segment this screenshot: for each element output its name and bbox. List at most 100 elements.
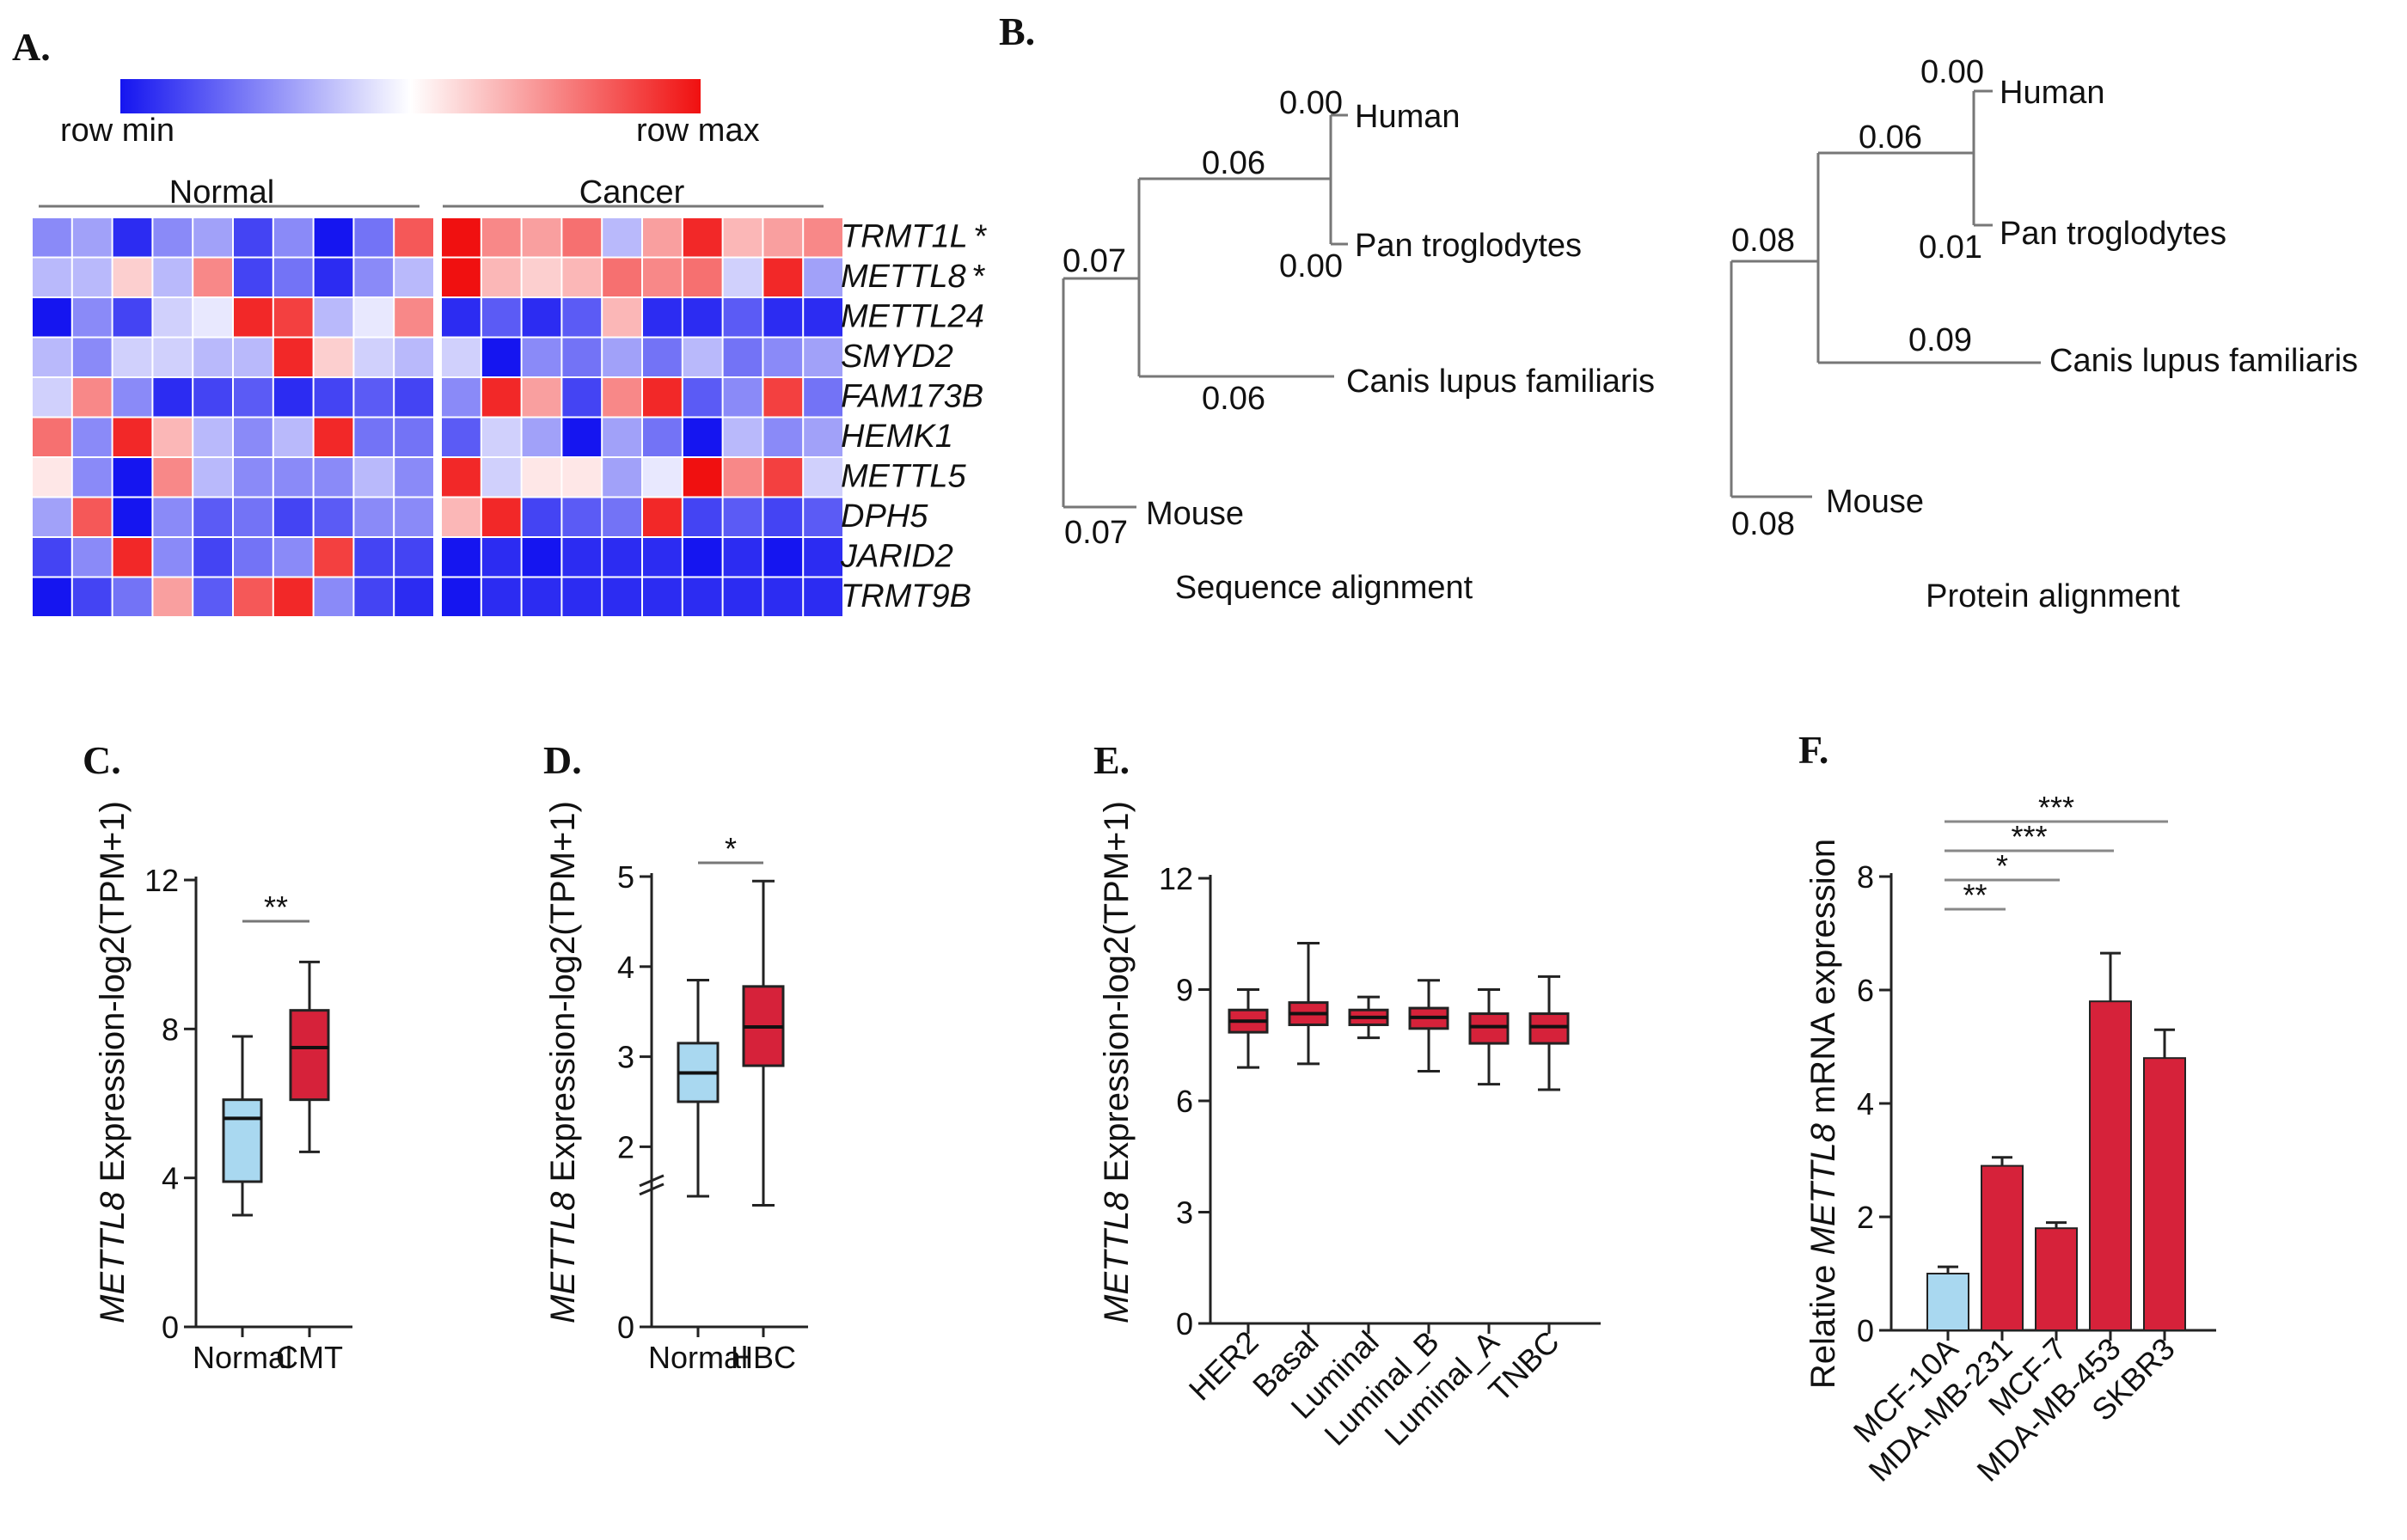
heatmap-cell bbox=[603, 338, 641, 376]
y-tick-label: 3 bbox=[617, 1040, 634, 1075]
heatmap-cell bbox=[273, 578, 313, 616]
y-tick-label: 2 bbox=[617, 1129, 634, 1164]
heatmap-cell bbox=[234, 258, 273, 296]
heatmap-cell bbox=[113, 538, 152, 577]
heatmap-cell bbox=[763, 338, 803, 376]
heatmap-cell bbox=[153, 258, 193, 296]
heatmap-cell bbox=[33, 298, 71, 337]
colorbar bbox=[120, 79, 701, 113]
y-tick-label: 0 bbox=[1857, 1313, 1874, 1348]
x-tick-label: HER2 bbox=[1182, 1324, 1265, 1408]
heatmap-cell bbox=[603, 458, 641, 497]
heatmap-cell bbox=[113, 218, 152, 257]
heatmap-cell bbox=[113, 498, 152, 536]
panel-d: D. METTL8 Expression-log2(TPM+1) 0 2 3 4 5 No… bbox=[543, 738, 808, 1375]
heatmap-cell bbox=[234, 298, 273, 337]
heatmap-cell bbox=[603, 418, 641, 456]
tree-branch-value: 0.06 bbox=[1859, 119, 1922, 156]
panel-f-y-axis-title: Relative METTL8 mRNA expression bbox=[1804, 839, 1842, 1389]
heatmap-cell bbox=[481, 578, 521, 616]
heatmap-cell bbox=[522, 218, 561, 257]
heatmap-cell bbox=[804, 498, 842, 536]
tree-branch-value: 0.00 bbox=[1920, 54, 1984, 90]
panel-d-label: D. bbox=[543, 738, 582, 782]
heatmap-cell bbox=[481, 258, 521, 296]
heatmap-cell bbox=[234, 218, 273, 257]
heatmap-cell bbox=[33, 338, 71, 376]
x-tick-label: TNBC bbox=[1481, 1324, 1565, 1409]
significance-mark: * bbox=[975, 218, 988, 254]
tree-branch-value: 0.00 bbox=[1279, 85, 1343, 121]
heatmap-cell bbox=[153, 298, 193, 337]
panel-b-label: B. bbox=[999, 9, 1035, 53]
heatmap-cell bbox=[354, 458, 394, 497]
heatmap-cell bbox=[33, 578, 71, 616]
heatmap-cell bbox=[804, 258, 842, 296]
heatmap-cell bbox=[804, 298, 842, 337]
heatmap-cell bbox=[113, 298, 152, 337]
y-tick-label: 8 bbox=[162, 1011, 179, 1047]
panel-f-barchart: 02468MCF-10AMDA-MB-231MCF-7MDA-MB-453SKB… bbox=[1847, 790, 2216, 1488]
heatmap-cell bbox=[442, 458, 481, 497]
tree-leaf-label: Mouse bbox=[1146, 496, 1244, 532]
heatmap-row-label: SMYD2 bbox=[841, 339, 953, 375]
heatmap-cell bbox=[522, 458, 561, 497]
heatmap-cell bbox=[723, 498, 763, 536]
heatmap-cell bbox=[193, 418, 232, 456]
significance-mark: * bbox=[973, 259, 986, 295]
heatmap-cell bbox=[273, 498, 313, 536]
heatmap-cell bbox=[683, 498, 722, 536]
heatmap-cell bbox=[113, 258, 152, 296]
heatmap-cell bbox=[562, 218, 602, 257]
heatmap-cell bbox=[113, 578, 152, 616]
tree-leaf-label: Canis lupus familiaris bbox=[1346, 364, 1655, 400]
heatmap-cell bbox=[562, 338, 602, 376]
panel-e: E. METTL8 Expression-log2(TPM+1) 0 3 6 9 12 H… bbox=[1093, 738, 1601, 1452]
y-tick-label: 0 bbox=[617, 1310, 634, 1345]
y-tick-label: 2 bbox=[1857, 1200, 1874, 1235]
bar bbox=[2143, 1057, 2186, 1331]
heatmap-cell bbox=[643, 498, 682, 536]
heatmap-cell bbox=[72, 498, 112, 536]
heatmap-cell bbox=[442, 418, 481, 456]
tree-branch-value: 0.01 bbox=[1919, 229, 1982, 266]
y-tick-label: 9 bbox=[1176, 973, 1193, 1008]
heatmap-cell bbox=[763, 378, 803, 417]
heatmap-cell bbox=[314, 338, 353, 376]
heatmap-cell bbox=[442, 498, 481, 536]
heatmap-cell bbox=[193, 298, 232, 337]
panel-a-label: A. bbox=[12, 25, 51, 69]
heatmap-cell bbox=[763, 458, 803, 497]
heatmap-cell bbox=[354, 578, 394, 616]
heatmap-cell bbox=[562, 378, 602, 417]
heatmap-cell bbox=[562, 418, 602, 456]
panel-c-y-axis-title: METTL8 Expression-log2(TPM+1) bbox=[94, 801, 132, 1323]
heatmap-cell bbox=[113, 378, 152, 417]
heatmap-row-label: TRMT1L * bbox=[841, 218, 988, 254]
heatmap-cell bbox=[683, 338, 722, 376]
heatmap-cell bbox=[72, 418, 112, 456]
heatmap-cell bbox=[354, 538, 394, 577]
heatmap-cell bbox=[193, 538, 232, 577]
heatmap-cell bbox=[273, 538, 313, 577]
tree-branch-value: 0.09 bbox=[1908, 322, 1972, 358]
heatmap-cell bbox=[522, 258, 561, 296]
box bbox=[222, 1098, 263, 1183]
heatmap-cell bbox=[481, 298, 521, 337]
heatmap-cell bbox=[522, 378, 561, 417]
heatmap-cell bbox=[562, 498, 602, 536]
heatmap-cell bbox=[643, 578, 682, 616]
heatmap-cell bbox=[683, 538, 722, 577]
tree-branch-value: 0.00 bbox=[1279, 248, 1343, 284]
heatmap-cell bbox=[314, 378, 353, 417]
heatmap-cell bbox=[442, 378, 481, 417]
heatmap-cell bbox=[763, 298, 803, 337]
heatmap-cell bbox=[72, 578, 112, 616]
heatmap-cell bbox=[354, 378, 394, 417]
heatmap-cell bbox=[683, 578, 722, 616]
heatmap-cell bbox=[683, 418, 722, 456]
sequence-tree: Human Pan troglodytes Canis lupus famili… bbox=[1062, 85, 1655, 606]
heatmap-cell bbox=[234, 458, 273, 497]
heatmap-cell bbox=[723, 258, 763, 296]
